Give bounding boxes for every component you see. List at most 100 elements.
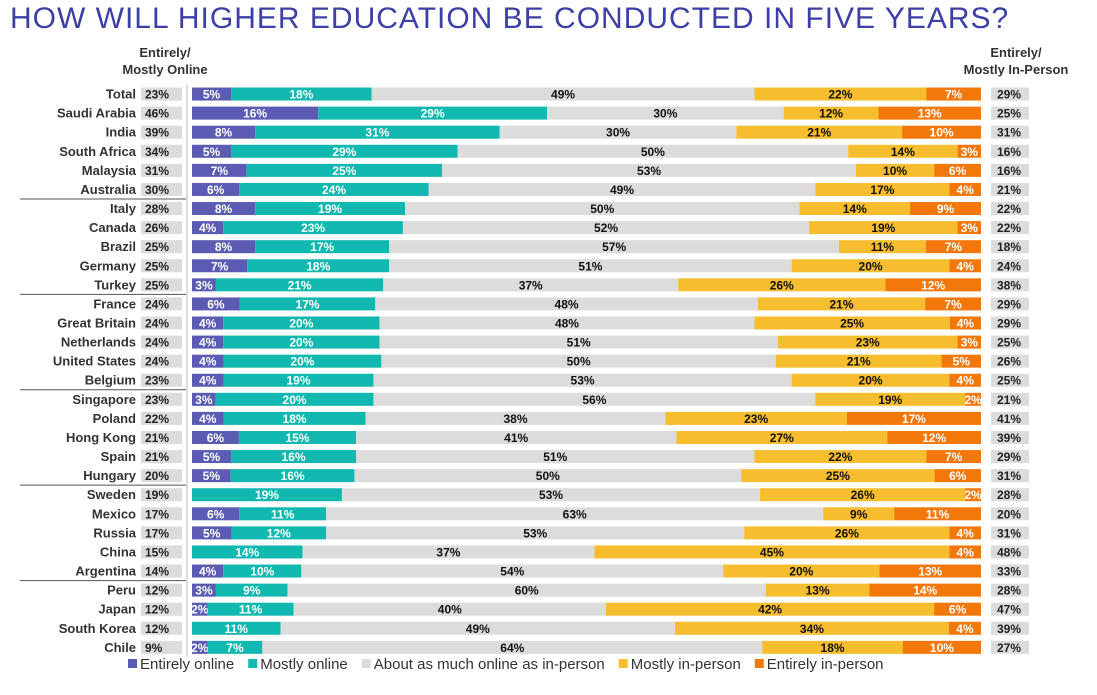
bar-segment-turkey-entirely-online: [192, 278, 216, 292]
online-total-box-turkey: [141, 278, 182, 292]
bar-segment-russia-mostly-in-person: [744, 526, 950, 540]
bar-segment-argentina-mostly-in-person: [723, 564, 880, 578]
bar-segment-total-entirely-in-person: [926, 87, 981, 101]
online-total-india: 39%: [145, 126, 169, 140]
bar-segment-italy-entirely-online: [192, 202, 256, 216]
online-total-box-peru: [141, 583, 182, 597]
bar-label-saudi-arabia-entirely-in-person: 13%: [918, 107, 942, 121]
online-total-spain: 21%: [145, 450, 169, 464]
bar-label-australia-entirely-in-person: 4%: [957, 183, 975, 197]
in-person-total-box-great-britain: [991, 316, 1029, 330]
bar-label-singapore-entirely-online: 3%: [195, 393, 213, 407]
online-total-argentina: 14%: [145, 565, 169, 579]
bar-segment-japan-entirely-in-person: [934, 602, 981, 616]
bar-label-france-entirely-online: 6%: [207, 297, 225, 311]
bar-label-germany-entirely-in-person: 4%: [957, 259, 975, 273]
bar-segment-peru-entirely-in-person: [869, 583, 981, 597]
bar-segment-argentina-entirely-online: [192, 564, 224, 578]
legend-swatch-entirely-in-person: [754, 659, 764, 668]
online-total-hong-kong: 21%: [145, 431, 169, 445]
bar-label-spain-mostly-in-person: 22%: [828, 450, 852, 464]
in-person-total-box-united-states: [991, 354, 1029, 368]
bar-segment-belgium-entirely-in-person: [949, 373, 981, 387]
bar-label-malaysia-about-as-much-online-as-in-person: 53%: [637, 164, 661, 178]
bar-label-mexico-mostly-in-person: 9%: [850, 507, 868, 521]
bar-label-saudi-arabia-mostly-in-person: 12%: [819, 107, 843, 121]
bar-segment-mexico-entirely-online: [192, 507, 240, 521]
in-person-total-box-hungary: [991, 469, 1029, 483]
category-label-south-korea: South Korea: [59, 621, 137, 636]
bar-segment-france-mostly-online: [239, 297, 376, 311]
bar-segment-peru-mostly-online: [215, 583, 288, 597]
in-person-total-chile: 27%: [997, 641, 1021, 655]
bar-segment-italy-about-as-much-online-as-in-person: [405, 202, 800, 216]
category-label-singapore: Singapore: [72, 392, 136, 407]
bar-segment-turkey-about-as-much-online-as-in-person: [383, 278, 679, 292]
online-total-total: 23%: [145, 88, 169, 102]
bar-label-australia-about-as-much-online-as-in-person: 49%: [610, 183, 634, 197]
bar-segment-great-britain-mostly-in-person: [754, 316, 950, 330]
bar-segment-south-africa-entirely-in-person: [957, 144, 981, 158]
bar-segment-south-africa-entirely-online: [192, 144, 232, 158]
bar-label-japan-entirely-in-person: 6%: [949, 603, 967, 617]
bar-label-india-entirely-in-person: 10%: [930, 126, 954, 140]
in-person-total-germany: 24%: [997, 259, 1021, 273]
bar-label-total-entirely-online: 5%: [203, 88, 221, 102]
bar-segment-germany-entirely-in-person: [949, 259, 981, 273]
in-person-total-box-malaysia: [991, 163, 1029, 177]
online-total-singapore: 23%: [145, 393, 169, 407]
bar-segment-belgium-entirely-online: [192, 373, 224, 387]
bar-label-russia-about-as-much-online-as-in-person: 53%: [523, 526, 547, 540]
bar-label-mexico-about-as-much-online-as-in-person: 63%: [563, 507, 587, 521]
category-label-netherlands: Netherlands: [61, 335, 136, 350]
bar-segment-spain-mostly-online: [231, 450, 357, 464]
category-label-canada: Canada: [89, 220, 137, 235]
bar-label-sweden-entirely-in-person: 2%: [964, 488, 982, 502]
category-label-brazil: Brazil: [101, 239, 136, 254]
category-label-peru: Peru: [107, 583, 136, 598]
online-total-box-malaysia: [141, 163, 182, 177]
in-person-total-italy: 22%: [997, 202, 1021, 216]
bar-label-belgium-mostly-in-person: 20%: [859, 374, 883, 388]
bar-segment-australia-entirely-in-person: [949, 182, 981, 196]
header-online-line1: Entirely/: [139, 45, 191, 60]
online-total-box-south-africa: [141, 144, 182, 158]
bar-label-netherlands-mostly-online: 20%: [289, 336, 313, 350]
in-person-total-box-chile: [991, 640, 1029, 654]
legend-label-mostly-online: Mostly online: [260, 656, 348, 673]
bar-label-belgium-about-as-much-online-as-in-person: 53%: [571, 374, 595, 388]
online-total-poland: 22%: [145, 412, 169, 426]
bar-label-france-mostly-in-person: 21%: [830, 297, 854, 311]
bar-label-hong-kong-mostly-online: 15%: [285, 431, 309, 445]
in-person-total-box-peru: [991, 583, 1029, 597]
bar-segment-germany-entirely-online: [192, 259, 248, 273]
bar-label-singapore-entirely-in-person: 2%: [964, 393, 982, 407]
bar-label-hong-kong-entirely-online: 6%: [207, 431, 225, 445]
in-person-total-argentina: 33%: [997, 565, 1021, 579]
bar-segment-brazil-entirely-in-person: [925, 240, 981, 254]
online-total-sweden: 19%: [145, 488, 169, 502]
bar-label-brazil-mostly-online: 17%: [310, 240, 334, 254]
bar-segment-sweden-about-as-much-online-as-in-person: [341, 488, 761, 502]
bar-segment-united-states-entirely-online: [192, 354, 224, 368]
bar-segment-germany-mostly-in-person: [791, 259, 950, 273]
bar-segment-brazil-mostly-online: [255, 240, 390, 254]
bar-label-france-entirely-in-person: 7%: [944, 297, 962, 311]
bar-segment-germany-about-as-much-online-as-in-person: [389, 259, 792, 273]
bar-segment-poland-entirely-in-person: [846, 411, 981, 425]
bar-segment-france-about-as-much-online-as-in-person: [375, 297, 758, 311]
category-label-united-states: United States: [53, 354, 136, 369]
in-person-total-box-canada: [991, 221, 1029, 235]
category-label-japan: Japan: [98, 602, 136, 617]
bar-label-brazil-entirely-online: 8%: [215, 240, 233, 254]
online-total-box-united-states: [141, 354, 182, 368]
bar-segment-china-mostly-online: [192, 545, 303, 559]
bar-segment-hungary-about-as-much-online-as-in-person: [354, 469, 742, 483]
bar-label-chile-about-as-much-online-as-in-person: 64%: [500, 641, 524, 655]
online-total-box-germany: [141, 259, 182, 273]
online-total-box-great-britain: [141, 316, 182, 330]
bar-label-spain-entirely-online: 5%: [203, 450, 221, 464]
bar-segment-malaysia-entirely-online: [192, 163, 247, 177]
bar-label-india-entirely-online: 8%: [215, 126, 233, 140]
online-total-box-hungary: [141, 469, 182, 483]
